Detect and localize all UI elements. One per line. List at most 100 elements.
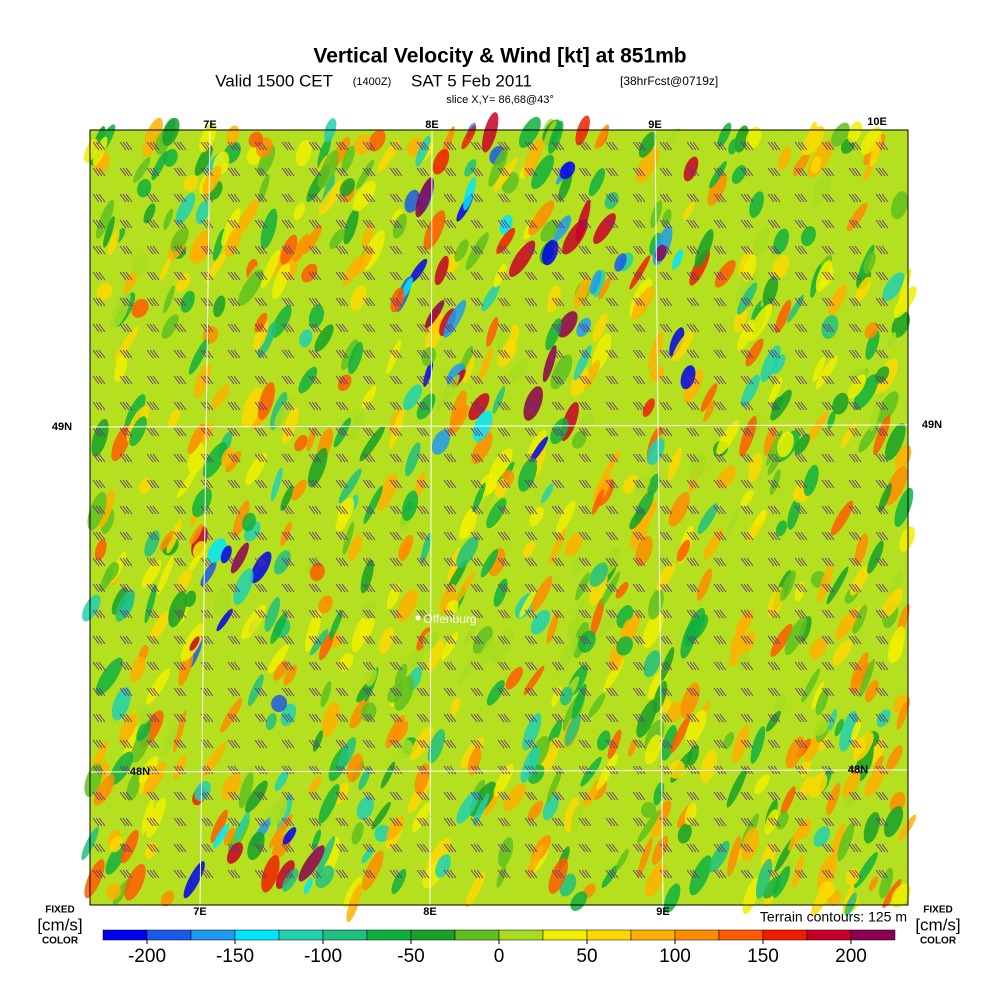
wind-barb [659,765,673,775]
field-blob [883,806,904,838]
field-blob [828,284,847,316]
wind-barb [497,193,511,203]
wind-barb [227,635,241,645]
wind-barb [875,531,889,541]
wind-barb [686,375,700,385]
field-blob [570,367,589,397]
wind-barb [146,713,160,723]
field-blob [860,127,882,155]
field-blob [661,725,677,761]
wind-barb [524,297,538,307]
field-blob [767,449,783,476]
wind-barb [443,661,457,671]
wind-barb [119,869,133,879]
wind-barb [659,479,673,489]
field-blob [192,487,212,518]
field-blob [805,411,829,444]
wind-barb [173,193,187,203]
wind-barb [416,583,430,593]
wind-barb [119,479,133,489]
wind-barb [659,219,673,229]
field-blob [770,389,792,421]
wind-barb [740,427,754,437]
wind-barb [470,557,484,567]
wind-barb [146,505,160,515]
wind-barb [254,453,268,463]
field-blob [162,723,179,755]
field-blob [223,827,235,846]
field-blob [844,892,857,917]
field-blob [282,868,299,892]
wind-barb [713,193,727,203]
wind-barb [632,167,646,177]
field-blob [391,208,404,225]
wind-barb [821,661,835,671]
wind-barb [443,739,457,749]
wind-barb [767,843,781,853]
wind-barb [713,635,727,645]
field-blob [815,688,829,716]
wind-barb [119,453,133,463]
field-blob [129,416,147,447]
field-blob [830,500,854,536]
wind-barb [821,713,835,723]
wind-barb [632,739,646,749]
field-blob [394,675,415,711]
wind-barb [551,739,565,749]
wind-barb [119,167,133,177]
field-blob [465,871,486,908]
wind-barb [389,297,403,307]
field-blob [271,305,292,338]
field-blob [183,861,205,899]
field-blob [443,299,467,338]
field-blob [891,311,910,338]
field-blob [785,736,805,769]
field-blob [431,429,451,455]
wind-barb [551,557,565,567]
field-blob [448,404,469,435]
wind-barb [470,583,484,593]
field-blob [107,229,120,256]
wind-barb [470,271,484,281]
wind-barb [443,557,457,567]
field-blob [130,656,146,682]
field-blob [588,168,606,197]
wind-barb [767,193,781,203]
wind-barb [335,349,349,359]
wind-barb [362,583,376,593]
wind-barb [848,583,862,593]
wind-barb [281,479,295,489]
wind-barb [119,271,133,281]
field-blob [472,626,493,655]
field-blob [124,394,146,433]
wind-barb [254,141,268,151]
field-blob [503,783,526,812]
field-blob [727,835,741,877]
wind-barb [416,401,430,411]
field-blob [434,255,449,286]
wind-barb [92,349,106,359]
wind-barb [308,427,322,437]
field-blob [801,668,821,703]
wind-barb [308,843,322,853]
field-blob [526,844,544,878]
field-blob [703,528,724,560]
wind-barb [497,765,511,775]
wind-barb [686,869,700,879]
field-blob [213,295,226,318]
field-blob [670,716,691,754]
wind-barb [524,453,538,463]
field-blob [212,823,230,849]
field-blob [643,650,661,678]
wind-barb [416,245,430,255]
colorbar-tick-label: -200 [128,946,166,967]
field-blob [835,608,859,640]
field-blob [411,802,431,833]
wind-barb [578,739,592,749]
wind-barb [686,297,700,307]
city-dot [415,615,421,621]
field-blob [810,156,822,174]
wind-barb [173,557,187,567]
wind-barb [497,141,511,151]
field-blob [499,214,513,235]
